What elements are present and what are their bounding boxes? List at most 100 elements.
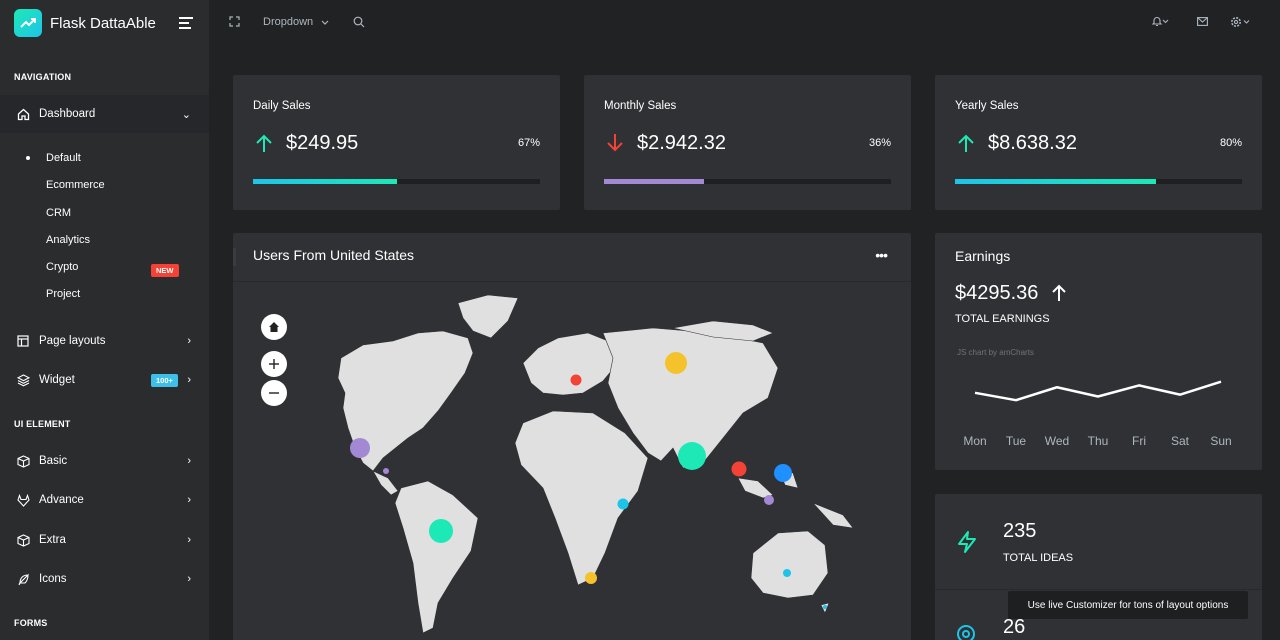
mail-icon[interactable] (1197, 17, 1208, 26)
ideas-value: 235 (1003, 520, 1037, 542)
brand-name[interactable]: Flask DattaAble (50, 14, 156, 32)
header-dropdown[interactable]: Dropdown (263, 16, 329, 28)
map-bubble[interactable] (678, 442, 706, 470)
ideas-label: TOTAL IDEAS (1003, 552, 1074, 564)
sidebar-item-icons[interactable]: Icons › (0, 560, 209, 598)
menu-toggle-icon[interactable] (179, 17, 193, 29)
target-icon (956, 624, 976, 640)
chevron-right-icon: › (187, 335, 191, 347)
home-icon (16, 107, 30, 121)
header-dropdown-label: Dropdown (263, 16, 314, 28)
search-icon[interactable] (353, 16, 365, 28)
brand-logo-icon[interactable] (14, 9, 42, 37)
map-bubble[interactable] (665, 352, 687, 374)
earnings-label: TOTAL EARNINGS (955, 313, 1050, 325)
map-bubble[interactable] (429, 519, 453, 543)
chevron-right-icon: › (187, 455, 191, 467)
progress-bar (955, 179, 1242, 184)
stat-value: $2.942.32 (637, 132, 726, 154)
bell-icon[interactable] (1151, 16, 1169, 27)
stat-percent: 36% (868, 137, 891, 149)
x-tick-label: Fri (1132, 434, 1146, 448)
customizer-toast[interactable]: Use live Customizer for tons of layout o… (1008, 591, 1248, 619)
second-stat-value: 26 (1003, 616, 1026, 638)
sidebar-item-extra[interactable]: Extra › (0, 521, 209, 559)
widget-count-badge: 100+ (151, 374, 178, 387)
map-bubble[interactable] (731, 461, 747, 477)
sidebar-sub-crypto[interactable]: Crypto (46, 261, 79, 273)
world-map[interactable] (233, 233, 911, 640)
chevron-down-icon (321, 16, 329, 28)
layers-icon (16, 373, 30, 387)
card-title: Earnings (955, 248, 1011, 264)
x-tick-label: Mon (963, 434, 986, 448)
map-bubble[interactable] (783, 569, 791, 577)
users-map-card: Users From United States ••• (233, 233, 911, 640)
progress-bar (253, 179, 540, 184)
gitlab-icon (16, 493, 30, 507)
sidebar-item-page-layouts[interactable]: Page layouts › (0, 322, 209, 360)
divider (233, 281, 911, 282)
earnings-line-chart: Mon Tue Wed Thu Fri Sat Sun (963, 380, 1232, 448)
map-home-icon[interactable] (261, 314, 287, 340)
card-title: Daily Sales (253, 100, 311, 112)
chart-credit[interactable]: JS chart by amCharts (957, 348, 1034, 357)
sidebar-sub-ecommerce[interactable]: Ecommerce (46, 179, 105, 191)
sidebar-item-dashboard[interactable]: Dashboard ⌄ (0, 95, 209, 133)
sidebar-item-widget[interactable]: Widget 100+ › (0, 361, 209, 399)
map-bubble[interactable] (823, 605, 827, 609)
active-dot-icon (26, 156, 30, 160)
monthly-sales-card: Monthly Sales $2.942.32 36% (584, 75, 911, 210)
earnings-card: Earnings $4295.36 TOTAL EARNINGS JS char… (935, 233, 1262, 470)
yearly-sales-card: Yearly Sales $8.638.32 80% (935, 75, 1262, 210)
chevron-down-icon: ⌄ (181, 108, 191, 121)
layout-icon (16, 334, 30, 348)
x-tick-label: Sun (1210, 434, 1231, 448)
arrow-up-icon (957, 133, 975, 158)
fullscreen-icon[interactable] (229, 16, 240, 27)
nav-caption-navigation: NAVIGATION (14, 72, 72, 82)
sidebar-item-basic[interactable]: Basic › (0, 442, 209, 480)
sidebar-item-label: Page layouts (39, 335, 106, 347)
earnings-series-line (974, 380, 1222, 402)
top-header: Dropdown (209, 0, 1280, 46)
sidebar-sub-analytics[interactable]: Analytics (46, 234, 91, 246)
map-bubble[interactable] (764, 495, 774, 505)
arrow-up-icon (255, 133, 273, 158)
x-tick-label: Tue (1006, 434, 1027, 448)
nav-caption-ui-element: UI ELEMENT (14, 419, 71, 429)
feather-icon (16, 572, 30, 586)
sidebar-item-label: Advance (39, 494, 84, 506)
settings-gear-icon[interactable] (1230, 16, 1252, 28)
sidebar-sub-default[interactable]: Default (46, 152, 81, 164)
map-bubble[interactable] (774, 464, 792, 482)
map-bubble[interactable] (383, 468, 389, 474)
map-bubble[interactable] (350, 438, 370, 458)
sidebar-sub-crm[interactable]: CRM (46, 207, 72, 219)
daily-sales-card: Daily Sales $249.95 67% (233, 75, 560, 210)
card-title: Yearly Sales (955, 100, 1019, 112)
stat-percent: 80% (1219, 137, 1242, 149)
zoom-out-icon[interactable] (261, 380, 287, 406)
map-bubble[interactable] (617, 498, 629, 510)
more-options-icon[interactable]: ••• (875, 247, 888, 263)
stat-value: $8.638.32 (988, 132, 1077, 154)
new-badge: NEW (151, 264, 179, 277)
zap-icon (956, 530, 978, 559)
progress-fill (604, 179, 705, 184)
map-bubble[interactable] (570, 374, 582, 386)
earnings-value: $4295.36 (955, 282, 1039, 304)
chevron-right-icon: › (187, 573, 191, 585)
chevron-right-icon: › (187, 374, 191, 386)
chevron-right-icon: › (187, 494, 191, 506)
sidebar-sub-project[interactable]: Project (46, 288, 81, 300)
progress-bar (604, 179, 891, 184)
zoom-in-icon[interactable] (261, 351, 287, 377)
progress-fill (253, 179, 397, 184)
map-bubble[interactable] (585, 572, 597, 584)
divider (935, 589, 1262, 590)
sidebar-item-advance[interactable]: Advance › (0, 481, 209, 519)
sidebar-item-label: Widget (39, 374, 75, 386)
arrow-down-icon (606, 133, 624, 158)
nav-caption-forms: FORMS (14, 618, 48, 628)
